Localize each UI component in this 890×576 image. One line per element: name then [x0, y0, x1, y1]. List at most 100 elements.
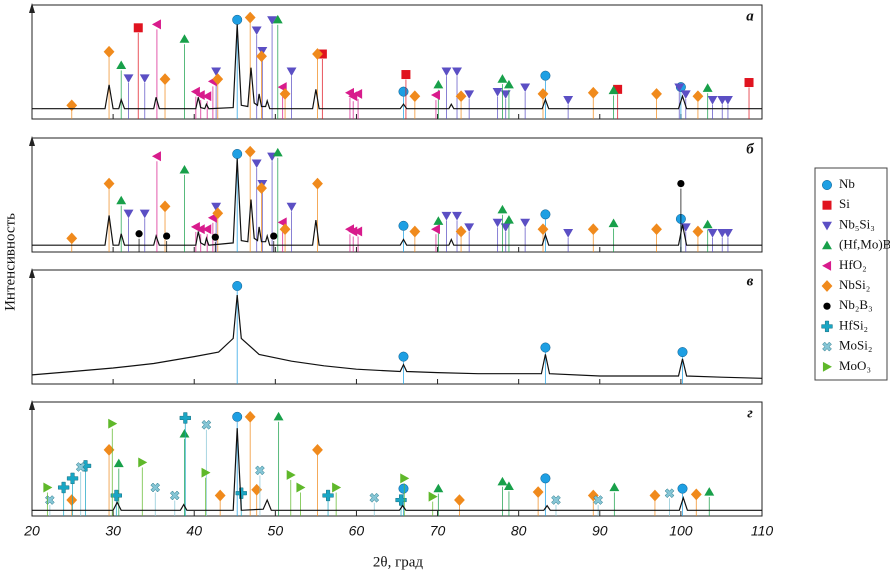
reflection-marker: [520, 218, 531, 228]
reflection-marker: [151, 19, 161, 30]
reflection-marker: [704, 487, 715, 496]
reflection-marker: [702, 83, 713, 92]
reflection-marker: [66, 494, 78, 506]
legend-marker: [822, 200, 832, 210]
reflection-marker: [395, 494, 407, 506]
reflection-marker: [57, 481, 70, 494]
reflection-marker: [587, 86, 599, 99]
legend-label: MoO₃: [839, 358, 871, 373]
reflection-marker: [179, 164, 190, 174]
reflection-marker: [272, 14, 283, 24]
reflection-marker: [492, 88, 503, 97]
reflection-marker: [232, 14, 243, 25]
reflection-marker: [286, 202, 297, 212]
axis-arrow: [29, 3, 35, 13]
reflection-marker: [195, 90, 205, 101]
reflection-marker: [214, 489, 226, 502]
xrd-pattern: [31, 295, 763, 379]
reflection-marker: [551, 495, 561, 505]
axis-arrow: [29, 268, 35, 278]
reflection-marker: [398, 351, 409, 362]
reflection-marker: [608, 218, 619, 228]
reflection-marker: [500, 90, 511, 99]
reflection-marker: [163, 232, 171, 240]
reflection-marker: [587, 223, 599, 236]
reflection-marker: [651, 88, 662, 100]
reflection-marker: [116, 195, 127, 205]
reflection-marker: [537, 88, 549, 100]
reflection-marker: [212, 73, 224, 85]
reflection-marker: [400, 473, 410, 484]
reflection-marker: [267, 16, 278, 25]
reflection-marker: [401, 70, 411, 80]
reflection-marker: [113, 458, 124, 468]
reflection-marker: [722, 96, 733, 105]
legend-label: HfO₂: [839, 257, 867, 272]
reflection-marker: [211, 233, 219, 241]
x-tick-label: 110: [751, 523, 774, 539]
axis-arrow: [29, 400, 35, 410]
x-tick-label: 40: [186, 523, 202, 539]
reflection-marker: [441, 211, 452, 221]
reflection-marker: [464, 223, 475, 232]
reflection-marker: [66, 472, 79, 485]
reflection-marker: [103, 45, 115, 58]
reflection-marker: [593, 495, 604, 505]
legend-marker: [822, 361, 832, 372]
panel-frame: [31, 269, 763, 385]
reflection-marker: [211, 202, 222, 212]
legend-label: Nb₅Si₃: [839, 216, 875, 231]
reflection-marker: [108, 418, 118, 429]
reflection-marker: [651, 223, 662, 236]
reflection-marker: [540, 70, 551, 81]
x-tick-label: 70: [430, 523, 446, 539]
reflection-marker: [677, 483, 688, 494]
reflection-marker: [159, 200, 171, 213]
reflection-marker: [520, 83, 531, 93]
reflection-marker: [441, 67, 452, 77]
reflection-marker: [312, 48, 323, 60]
reflection-marker: [540, 209, 551, 220]
y-axis-label: Интенсивность: [2, 213, 18, 311]
panel-label: г: [747, 405, 753, 421]
panel-frame: [31, 137, 763, 253]
x-tick-label: 90: [592, 523, 608, 539]
reflection-marker: [202, 91, 212, 102]
reflection-marker: [279, 88, 291, 100]
legend-marker: [822, 180, 832, 190]
reflection-marker: [722, 229, 733, 238]
legend-marker: [822, 240, 832, 250]
reflection-marker: [677, 180, 685, 188]
reflection-marker: [66, 99, 78, 112]
reflection-marker: [692, 90, 704, 103]
xrd-pattern: [32, 428, 762, 511]
reflection-marker: [398, 86, 409, 97]
reflection-marker: [563, 229, 574, 238]
reflection-marker: [332, 482, 342, 493]
reflection-marker: [256, 182, 267, 195]
reflection-marker: [123, 209, 134, 219]
reflection-marker: [75, 462, 86, 472]
legend-marker: [821, 280, 833, 292]
reflection-marker: [537, 223, 549, 236]
reflection-marker: [66, 232, 78, 245]
reflection-marker: [322, 489, 334, 502]
reflection-marker: [664, 488, 675, 499]
reflection-marker: [150, 482, 161, 493]
reflection-marker: [353, 88, 363, 99]
x-tick-label: 80: [511, 523, 527, 539]
reflection-marker: [255, 465, 265, 476]
reflection-marker: [201, 419, 212, 430]
reflection-marker: [500, 223, 511, 232]
reflection-marker: [649, 489, 661, 502]
reflection-marker: [348, 226, 358, 237]
reflection-marker: [251, 159, 262, 169]
reflection-marker: [428, 491, 438, 502]
x-tick-label: 60: [349, 523, 365, 539]
reflection-marker: [169, 490, 180, 501]
reflection-marker: [270, 232, 278, 240]
reflection-marker: [202, 224, 212, 235]
reflection-marker: [43, 482, 53, 493]
xrd-pattern: [32, 158, 762, 247]
x-tick-label: 20: [23, 523, 40, 539]
